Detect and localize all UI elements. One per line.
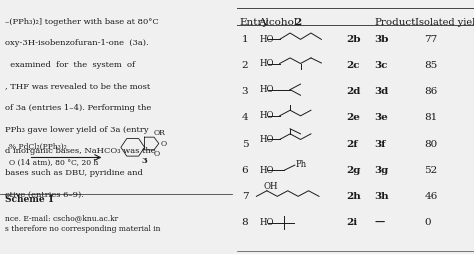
Text: O: O	[160, 140, 166, 148]
Text: 2h: 2h	[346, 192, 361, 201]
Text: 3g: 3g	[374, 166, 389, 175]
Text: Entry: Entry	[239, 18, 269, 27]
Text: 6: 6	[242, 166, 248, 175]
Text: HO: HO	[260, 85, 274, 94]
Text: —: —	[374, 218, 385, 227]
Text: 80: 80	[424, 139, 438, 149]
Text: HO: HO	[260, 166, 274, 175]
Text: 46: 46	[424, 192, 438, 201]
Text: 81: 81	[424, 113, 438, 122]
Text: Scheme 1: Scheme 1	[5, 195, 54, 204]
Text: ctive (entries 6–9).: ctive (entries 6–9).	[5, 190, 83, 198]
Text: 2c: 2c	[346, 61, 359, 70]
Text: OR: OR	[154, 129, 166, 137]
Text: 1: 1	[242, 35, 248, 44]
Text: Alcohol: Alcohol	[258, 18, 301, 27]
Text: Ph: Ph	[295, 160, 306, 169]
Text: 77: 77	[424, 35, 438, 44]
Text: 4: 4	[242, 113, 248, 122]
Text: s therefore no corresponding material in: s therefore no corresponding material in	[5, 225, 160, 233]
Text: 8: 8	[242, 218, 248, 227]
Text: 2: 2	[294, 18, 301, 27]
Text: 3h: 3h	[374, 192, 389, 201]
Text: d inorganic bases, NaHCO₃ was the: d inorganic bases, NaHCO₃ was the	[5, 147, 155, 155]
Text: 0: 0	[424, 218, 431, 227]
Text: 3c: 3c	[374, 61, 388, 70]
Text: 5: 5	[242, 139, 248, 149]
Text: Product: Product	[374, 18, 416, 27]
Text: , THF was revealed to be the most: , THF was revealed to be the most	[5, 83, 150, 90]
Text: % PdCl₂(PPh₃)₂: % PdCl₂(PPh₃)₂	[9, 143, 67, 151]
Text: 3: 3	[142, 157, 147, 165]
Text: 3e: 3e	[374, 113, 388, 122]
Text: 2f: 2f	[346, 139, 358, 149]
Text: 52: 52	[424, 166, 438, 175]
Text: 2: 2	[242, 61, 248, 70]
Text: OH: OH	[264, 182, 278, 191]
Text: examined  for  the  system  of: examined for the system of	[5, 61, 135, 69]
Text: 7: 7	[242, 192, 248, 201]
Text: 3: 3	[242, 87, 248, 96]
Text: HO: HO	[260, 218, 274, 227]
Text: nce. E-mail: cscho@knu.ac.kr: nce. E-mail: cscho@knu.ac.kr	[5, 214, 118, 223]
Text: 2d: 2d	[346, 87, 360, 96]
Text: O: O	[154, 150, 160, 158]
Text: 3b: 3b	[374, 35, 389, 44]
Text: HO: HO	[260, 111, 274, 120]
Text: 3d: 3d	[374, 87, 389, 96]
Text: 85: 85	[424, 61, 438, 70]
Text: HO: HO	[260, 35, 274, 44]
Text: 2b: 2b	[346, 35, 361, 44]
Text: oxy-3H-isobenzofuran-1-one  (3a).: oxy-3H-isobenzofuran-1-one (3a).	[5, 39, 148, 47]
Text: HO: HO	[260, 135, 274, 144]
Text: 3f: 3f	[374, 139, 386, 149]
Text: of 3a (entries 1–4). Performing the: of 3a (entries 1–4). Performing the	[5, 104, 151, 112]
Text: O (14 atm), 80 °C, 20 h: O (14 atm), 80 °C, 20 h	[9, 158, 99, 167]
Text: PPh₃ gave lower yield of 3a (entry: PPh₃ gave lower yield of 3a (entry	[5, 126, 148, 134]
Text: HO: HO	[260, 59, 274, 68]
Text: 2g: 2g	[346, 166, 360, 175]
Text: 2i: 2i	[346, 218, 357, 227]
Text: 86: 86	[424, 87, 438, 96]
Text: –(PPh₃)₂] together with base at 80°C: –(PPh₃)₂] together with base at 80°C	[5, 18, 158, 26]
Text: Isolated yield/%: Isolated yield/%	[415, 18, 474, 27]
Text: 2e: 2e	[346, 113, 360, 122]
Text: bases such as DBU, pyridine and: bases such as DBU, pyridine and	[5, 169, 143, 177]
